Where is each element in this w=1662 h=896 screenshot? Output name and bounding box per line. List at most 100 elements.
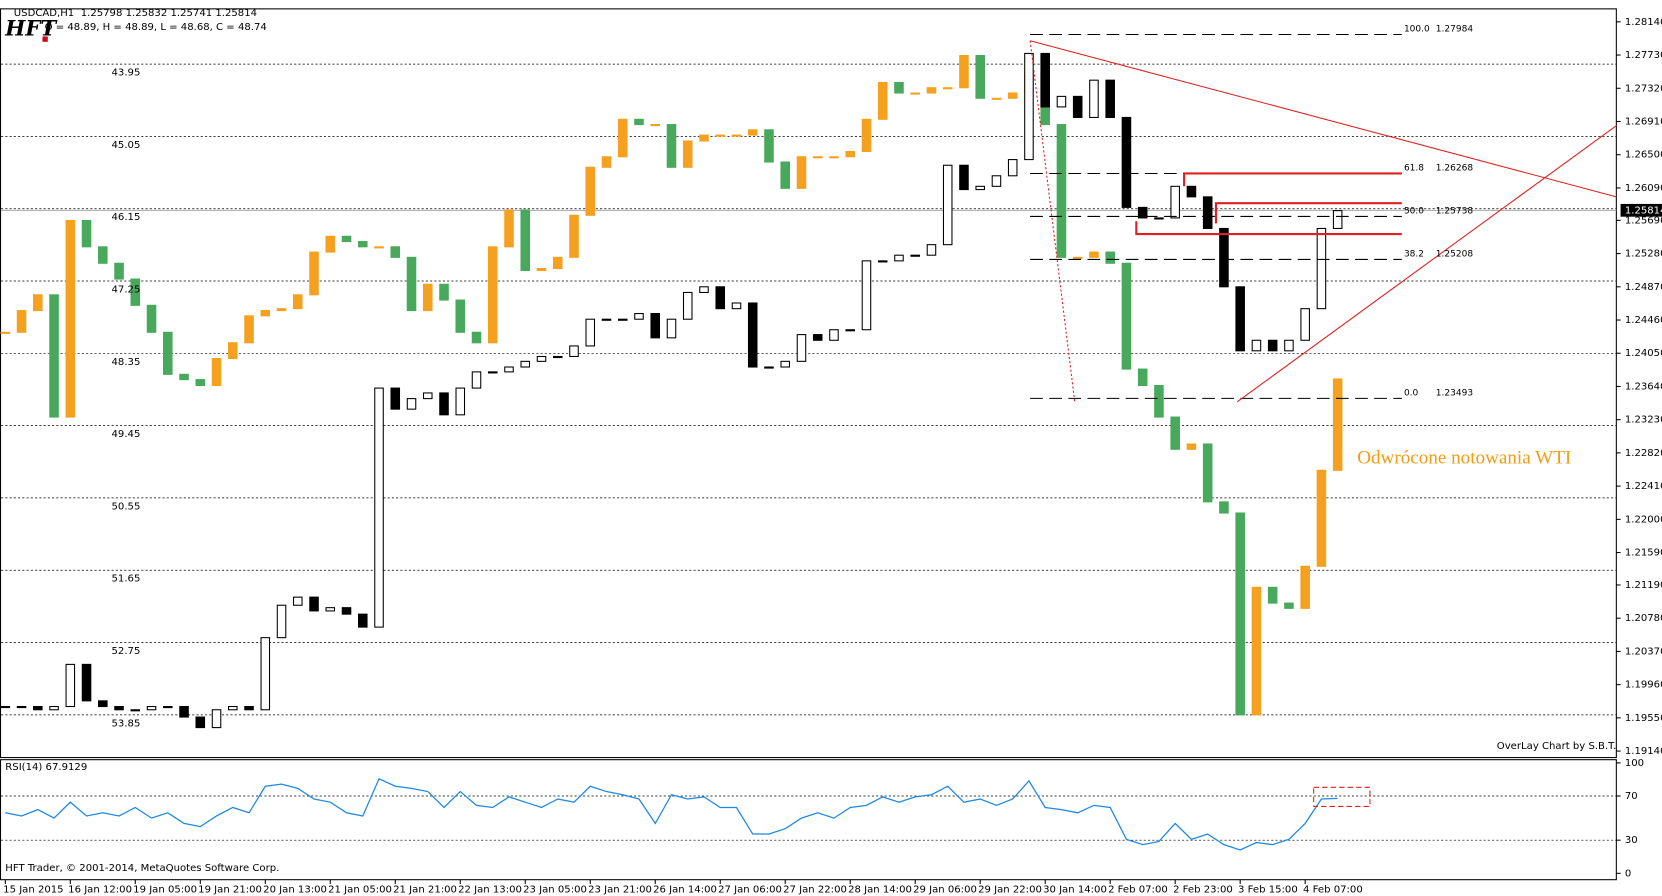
candle (991, 175, 1002, 187)
candle (114, 705, 124, 711)
plot (0, 33, 1402, 851)
candle (179, 373, 189, 381)
candle (585, 166, 596, 216)
candle (146, 705, 157, 711)
y-tick-label: 1.20370 (1625, 646, 1662, 657)
candle (1186, 185, 1197, 198)
candle (1040, 52, 1050, 108)
candle (179, 705, 189, 718)
candle (1137, 368, 1148, 387)
candle (81, 219, 92, 248)
x-tick-label: 29 Jan 22:00 (978, 884, 1042, 895)
y2-tick-label: 52.75 (112, 646, 141, 657)
candle (1056, 124, 1067, 258)
candle (406, 256, 417, 312)
candle (910, 254, 920, 257)
y-tick-label: 1.26090 (1625, 183, 1662, 194)
candle (1121, 116, 1132, 208)
candle (309, 251, 319, 296)
y-tick-label: 70 (1625, 791, 1638, 802)
fib-price: 1.27984 (1436, 25, 1474, 35)
x-tick-label: 3 Feb 15:00 (1238, 884, 1298, 895)
y-tick-label: 1.19550 (1625, 713, 1662, 724)
candle (163, 705, 173, 709)
candle (1089, 79, 1099, 118)
candle (1007, 92, 1018, 99)
candle (1219, 501, 1229, 514)
current-price-box (1620, 203, 1662, 217)
candle (1089, 251, 1099, 258)
candle (325, 607, 336, 612)
candle (650, 313, 661, 339)
overlay-ohlc: O = 48.89, H = 48.89, L = 48.68, C = 48.… (45, 22, 267, 33)
y-tick-label: 1.25280 (1625, 249, 1662, 260)
candle (244, 705, 254, 711)
x-tick-label: 4 Feb 07:00 (1303, 884, 1363, 895)
symbol-ohlc: 1.25798 1.25832 1.25741 1.25814 (81, 8, 257, 19)
y2-tick-label: 45.05 (112, 140, 141, 151)
candle (975, 185, 985, 191)
candle (747, 129, 758, 136)
candle (130, 278, 141, 306)
candle (1105, 79, 1115, 118)
candle (1170, 416, 1180, 450)
y-tick-label: 100 (1625, 758, 1644, 769)
annotation: Odwrócone notowania WTI (1357, 448, 1571, 469)
fib-ratio: 0.0 (1404, 389, 1419, 399)
y2-tick-label: 49.45 (112, 429, 141, 440)
trend-line (1236, 125, 1617, 403)
y-tick-label: 1.27730 (1625, 50, 1662, 61)
candle (861, 260, 872, 331)
x-tick-label: 20 Jan 13:00 (263, 884, 327, 895)
candle (293, 596, 303, 606)
x-tick-label: 27 Jan 06:00 (718, 884, 782, 895)
candle (228, 705, 238, 711)
candle (276, 308, 287, 312)
candle (845, 150, 856, 158)
fib-ratio: 38.2 (1404, 250, 1424, 260)
candle (33, 705, 43, 711)
candle (406, 398, 417, 410)
candle (374, 246, 384, 249)
candle (536, 355, 547, 362)
candle (422, 283, 433, 312)
candle (926, 244, 937, 256)
candle (293, 294, 303, 310)
candle (894, 254, 904, 262)
candle (910, 92, 920, 95)
symbol: USDCAD,H1 (14, 8, 74, 19)
y2-tick-label: 48.35 (112, 357, 141, 368)
fib-price: 1.25738 (1436, 207, 1474, 217)
x-tick-label: 26 Jan 14:00 (653, 884, 717, 895)
candle (455, 387, 466, 416)
candle (471, 371, 482, 389)
candle (0, 705, 11, 709)
y2-tick-label: 53.85 (112, 718, 141, 729)
candle (601, 318, 612, 321)
candle (211, 358, 222, 387)
candle (487, 371, 498, 374)
candle (1072, 256, 1083, 259)
candle (439, 392, 449, 416)
candle (731, 134, 742, 137)
candle (666, 124, 677, 168)
candle (634, 313, 644, 320)
trend-line (1029, 40, 1076, 402)
candle (65, 663, 76, 708)
candle (228, 342, 238, 360)
candle (959, 55, 969, 89)
x-tick-label: 15 Jan 2015 (3, 884, 63, 895)
candle (536, 267, 547, 272)
candle (796, 156, 807, 189)
x-tick-label: 2 Feb 23:00 (1173, 884, 1233, 895)
candle (877, 81, 888, 120)
logo: HFT (4, 17, 58, 42)
y2-tick-label: 47.25 (112, 285, 141, 296)
candle (552, 256, 563, 270)
candle (845, 329, 856, 332)
candle (942, 87, 953, 90)
candle (634, 118, 644, 126)
grid (1, 63, 1617, 841)
x-tick-label: 28 Jan 14:00 (848, 884, 912, 895)
rsi-line (5, 777, 1338, 851)
